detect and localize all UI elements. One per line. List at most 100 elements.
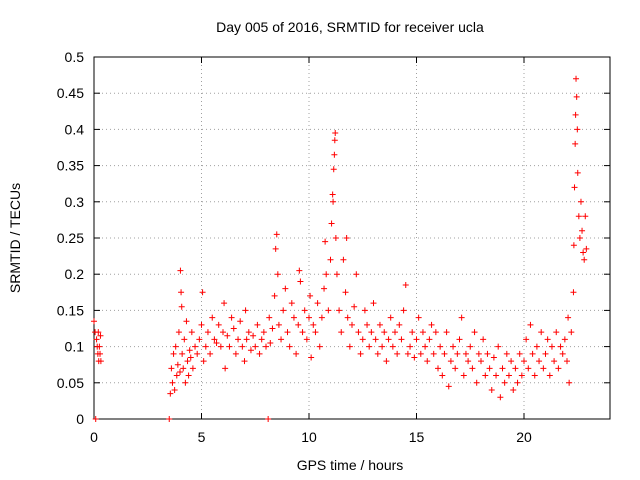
data-point bbox=[576, 235, 583, 241]
data-point bbox=[501, 379, 508, 386]
data-point bbox=[282, 285, 289, 292]
data-point bbox=[286, 343, 293, 350]
data-point bbox=[381, 329, 388, 336]
data-point bbox=[394, 350, 401, 357]
data-point bbox=[189, 365, 196, 372]
y-tick-label: 0.3 bbox=[65, 194, 85, 210]
data-point bbox=[330, 166, 337, 173]
data-point bbox=[95, 329, 102, 336]
data-point bbox=[254, 321, 261, 328]
data-point bbox=[332, 235, 339, 241]
data-point bbox=[278, 336, 285, 343]
data-point bbox=[460, 372, 467, 379]
data-point bbox=[258, 336, 265, 343]
data-point bbox=[577, 198, 584, 205]
data-point bbox=[217, 343, 224, 350]
data-point bbox=[430, 350, 437, 357]
data-point bbox=[273, 231, 280, 238]
data-point bbox=[495, 343, 502, 350]
data-point bbox=[510, 387, 517, 394]
data-point bbox=[467, 343, 474, 350]
data-point bbox=[92, 416, 99, 422]
data-point bbox=[188, 329, 195, 336]
data-point bbox=[573, 75, 580, 82]
data-point bbox=[471, 329, 478, 336]
data-point bbox=[413, 336, 420, 343]
data-point bbox=[260, 329, 267, 336]
data-point bbox=[582, 213, 589, 220]
data-point bbox=[551, 358, 558, 365]
data-point bbox=[580, 249, 587, 256]
data-point bbox=[452, 365, 459, 372]
data-point bbox=[178, 289, 185, 296]
data-point bbox=[583, 245, 590, 252]
data-point bbox=[342, 289, 349, 296]
data-point bbox=[303, 336, 310, 343]
data-point bbox=[364, 321, 371, 328]
data-point bbox=[508, 358, 515, 365]
data-point bbox=[376, 321, 383, 328]
data-point bbox=[256, 350, 263, 357]
data-point bbox=[224, 332, 231, 339]
data-point bbox=[497, 394, 504, 401]
data-point bbox=[202, 343, 209, 350]
y-tick-label: 0.1 bbox=[65, 339, 85, 355]
x-tick-label: 0 bbox=[90, 429, 98, 445]
data-point bbox=[538, 329, 545, 336]
data-point bbox=[441, 350, 448, 357]
data-point bbox=[357, 350, 364, 357]
x-tick-label: 5 bbox=[198, 429, 206, 445]
data-point bbox=[96, 343, 103, 350]
data-point bbox=[383, 358, 390, 365]
data-point bbox=[196, 336, 203, 343]
data-point bbox=[443, 329, 450, 336]
data-point bbox=[572, 140, 579, 147]
data-point bbox=[97, 358, 104, 365]
data-point bbox=[310, 321, 317, 328]
data-point bbox=[296, 267, 303, 274]
data-point bbox=[458, 314, 465, 321]
data-point bbox=[447, 358, 454, 365]
data-point bbox=[426, 336, 433, 343]
data-point bbox=[194, 350, 201, 357]
data-point bbox=[177, 267, 184, 274]
data-point bbox=[366, 343, 373, 350]
data-point bbox=[323, 271, 330, 278]
data-point bbox=[439, 372, 446, 379]
y-tick-label: 0.15 bbox=[57, 302, 84, 318]
data-point bbox=[222, 365, 229, 372]
data-point bbox=[469, 365, 476, 372]
data-point bbox=[561, 336, 568, 343]
data-point bbox=[548, 343, 555, 350]
data-point bbox=[91, 318, 97, 325]
data-point bbox=[186, 347, 193, 354]
grid-lines bbox=[94, 57, 610, 419]
data-point bbox=[321, 285, 328, 292]
data-point bbox=[228, 314, 235, 321]
data-point bbox=[171, 387, 178, 394]
data-point bbox=[207, 350, 214, 357]
data-point bbox=[486, 365, 493, 372]
data-point bbox=[570, 242, 577, 249]
data-point bbox=[417, 350, 424, 357]
data-point bbox=[275, 321, 282, 328]
data-point bbox=[308, 354, 315, 361]
data-point bbox=[333, 271, 340, 278]
data-point bbox=[512, 365, 519, 372]
data-point bbox=[293, 350, 300, 357]
data-point bbox=[493, 372, 500, 379]
data-point bbox=[503, 350, 510, 357]
y-tick-label: 0.35 bbox=[57, 158, 84, 174]
data-point bbox=[243, 336, 250, 343]
data-point bbox=[370, 300, 377, 307]
data-point bbox=[573, 93, 580, 100]
data-point bbox=[488, 387, 495, 394]
y-tick-label: 0.5 bbox=[65, 49, 85, 65]
data-point bbox=[398, 336, 405, 343]
data-point bbox=[237, 318, 244, 325]
data-point bbox=[571, 184, 578, 191]
data-point bbox=[168, 365, 175, 372]
data-point bbox=[220, 329, 226, 336]
x-tick-label: 15 bbox=[409, 429, 425, 445]
data-point bbox=[271, 292, 278, 299]
